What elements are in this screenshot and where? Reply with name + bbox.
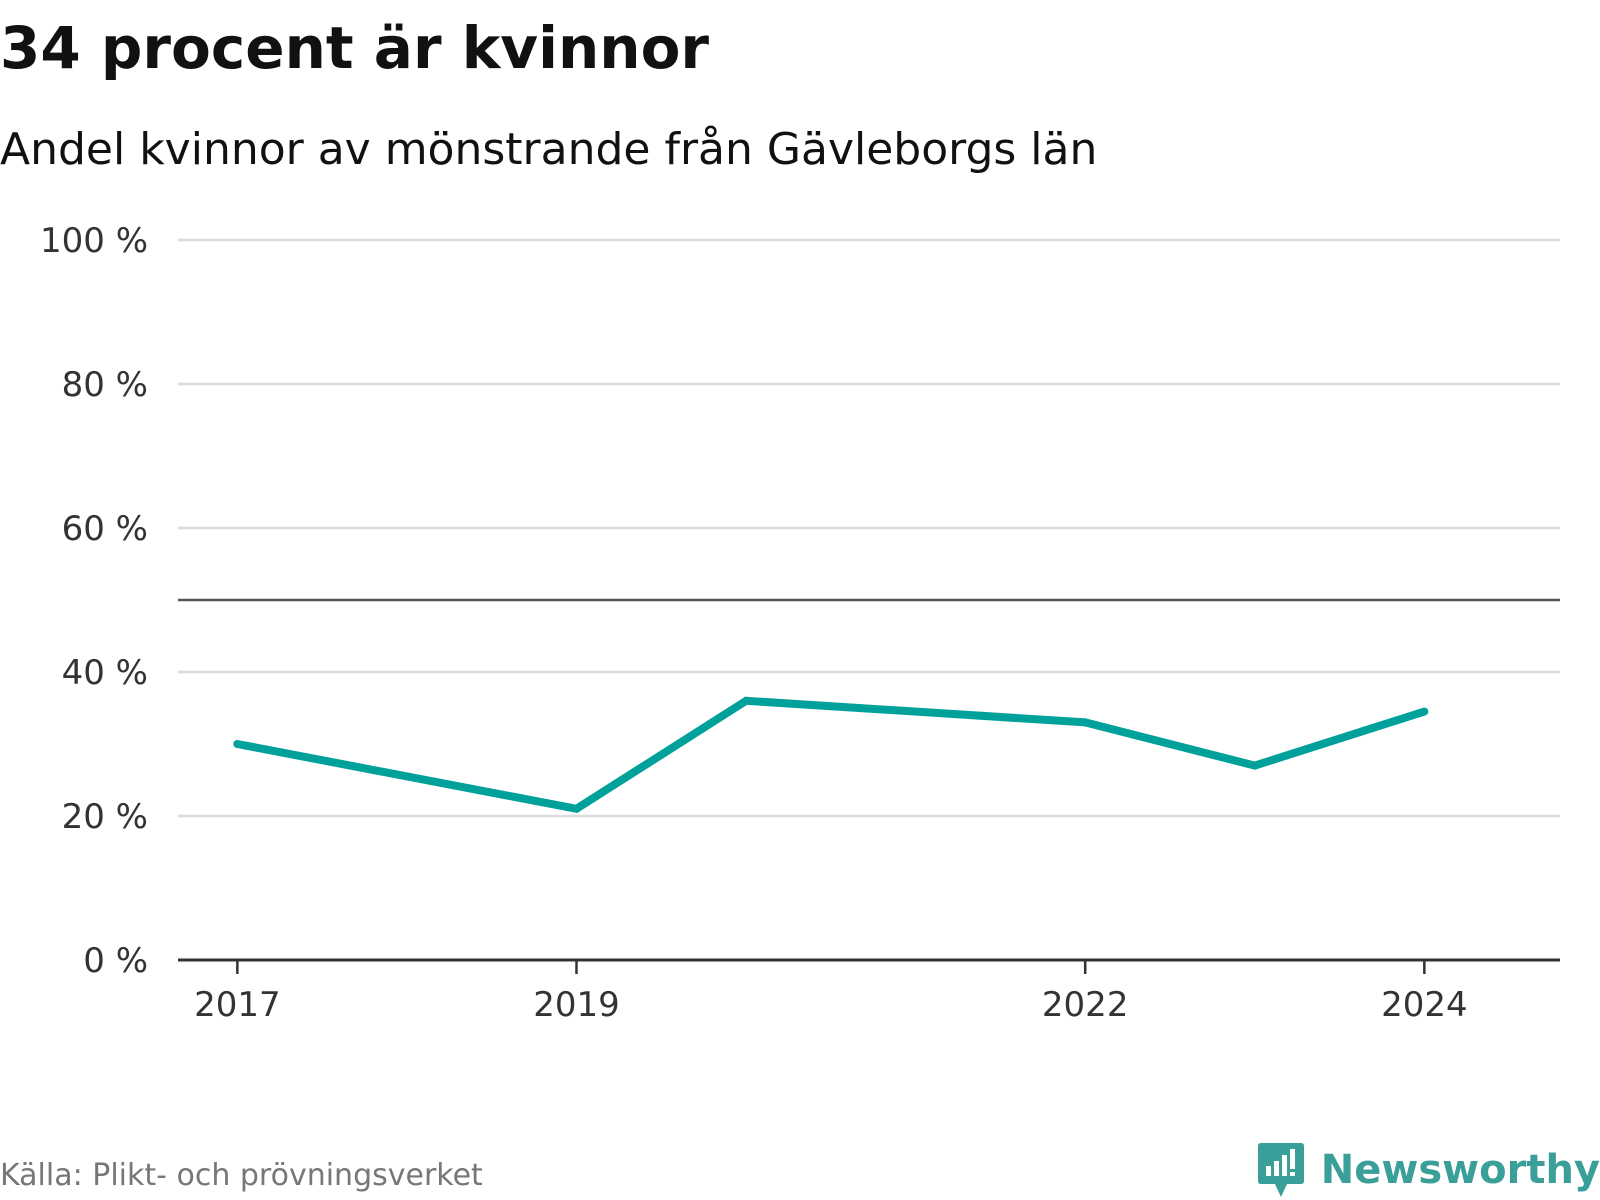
x-tick-label-2022: 2022 xyxy=(1042,985,1129,1025)
y-tick-label-60: 60 % xyxy=(62,509,148,549)
chart-title: 34 procent är kvinnor xyxy=(0,14,710,82)
data-point-2019 xyxy=(572,804,581,813)
source-note: Källa: Plikt- och prövningsverket xyxy=(0,1158,483,1193)
data-point-2017 xyxy=(233,740,242,748)
newsworthy-logo-icon xyxy=(1257,1143,1304,1197)
y-tick-label-0: 0 % xyxy=(83,941,148,981)
data-point-2023 xyxy=(1250,761,1259,770)
series-line-0 xyxy=(236,696,1426,814)
y-tick-label-80: 80 % xyxy=(62,365,148,405)
x-tick-label-2017: 2017 xyxy=(194,985,281,1025)
chart-subtitle: Andel kvinnor av mönstrande från Gävlebo… xyxy=(0,124,1098,175)
line-chart: 0 % 20 % 40 % 60 % 80 % 100 % 2017 2019 2022 2024 xyxy=(40,221,1560,1025)
brand-logo: Newsworthy xyxy=(1257,1140,1600,1200)
x-tick-label-2019: 2019 xyxy=(533,985,620,1025)
data-point-2022 xyxy=(1081,718,1090,727)
y-tick-label-40: 40 % xyxy=(62,653,148,693)
data-point-2020 xyxy=(742,696,751,705)
data-point-2024 xyxy=(1420,707,1429,716)
y-tick-label-100: 100 % xyxy=(40,221,148,261)
x-tick-label-2024: 2024 xyxy=(1381,985,1468,1025)
brand-name: Newsworthy xyxy=(1320,1147,1600,1193)
y-tick-label-20: 20 % xyxy=(62,797,148,837)
